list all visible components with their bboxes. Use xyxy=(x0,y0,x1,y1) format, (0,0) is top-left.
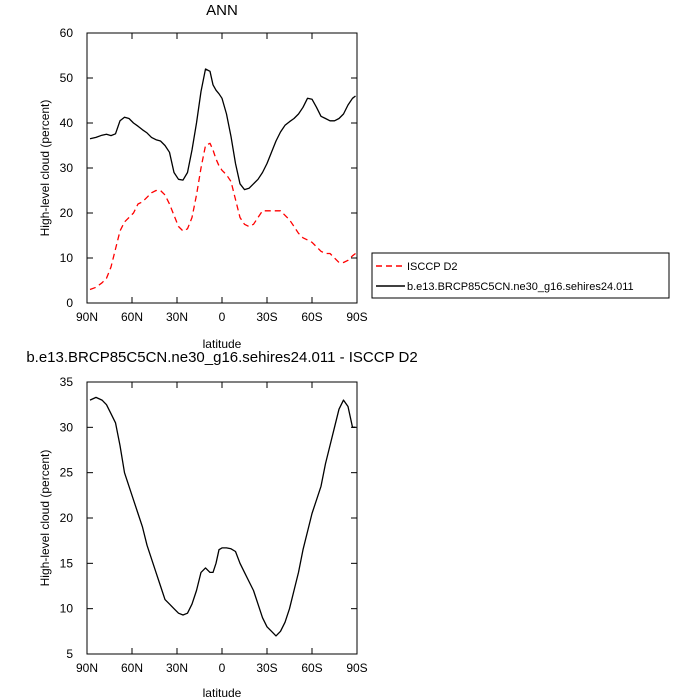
bottom-x-ticks: 90N 60N 30N 0 30S 60S 90S xyxy=(76,382,368,675)
top-y-tick-label: 30 xyxy=(60,161,74,175)
top-x-tick-label: 90N xyxy=(76,310,98,324)
bottom-y-tick-label: 20 xyxy=(60,511,74,525)
top-y-tick-label: 50 xyxy=(60,71,74,85)
legend-box xyxy=(371,252,670,299)
bottom-y-tick-label: 35 xyxy=(60,375,74,389)
top-line-chart: ANN High-level cloud (percent) latitude … xyxy=(38,2,368,351)
top-x-tick-label: 60N xyxy=(121,310,143,324)
bottom-y-tick-label: 30 xyxy=(60,420,74,434)
bottom-series xyxy=(89,396,356,637)
bottom-difference-chart: b.e13.BRCP85C5CN.ne30_g16.sehires24.011 … xyxy=(26,349,417,700)
top-plot-frame xyxy=(86,32,358,304)
top-y-ticks: 0 10 20 30 40 50 60 xyxy=(60,26,357,310)
bottom-x-tick-label: 90N xyxy=(76,661,98,675)
bottom-x-axis-label: latitude xyxy=(203,686,242,700)
bottom-series-line-0 xyxy=(89,396,356,637)
top-x-tick-label: 60S xyxy=(301,310,322,324)
legend-label-model: b.e13.BRCP85C5CN.ne30_g16.sehires24.011 xyxy=(407,281,634,293)
bottom-x-tick-label: 0 xyxy=(219,661,226,675)
top-y-tick-label: 40 xyxy=(60,116,74,130)
bottom-chart-title: b.e13.BRCP85C5CN.ne30_g16.sehires24.011 … xyxy=(26,349,417,366)
top-y-tick-label: 60 xyxy=(60,26,74,40)
top-x-tick-label: 0 xyxy=(219,310,226,324)
top-series-line-1 xyxy=(89,68,356,191)
bottom-y-tick-label: 10 xyxy=(60,602,74,616)
top-x-axis-label: latitude xyxy=(203,337,242,351)
bottom-y-ticks: 5 10 15 20 25 30 35 xyxy=(60,375,357,661)
top-x-tick-label: 90S xyxy=(346,310,367,324)
legend-label-isccp: ISCCP D2 xyxy=(407,261,458,273)
top-y-tick-label: 20 xyxy=(60,206,74,220)
bottom-x-tick-label: 30N xyxy=(166,661,188,675)
bottom-y-tick-label: 15 xyxy=(60,556,74,570)
top-x-tick-label: 30N xyxy=(166,310,188,324)
legend: ISCCP D2 b.e13.BRCP85C5CN.ne30_g16.sehir… xyxy=(371,252,670,299)
top-chart-title: ANN xyxy=(206,2,238,19)
top-x-ticks: 90N 60N 30N 0 30S 60S 90S xyxy=(76,33,368,324)
top-x-tick-label: 30S xyxy=(256,310,277,324)
top-y-tick-label: 0 xyxy=(66,296,73,310)
top-y-tick-label: 10 xyxy=(60,251,74,265)
bottom-plot-frame xyxy=(86,381,358,655)
top-series xyxy=(89,68,356,291)
bottom-y-tick-label: 5 xyxy=(66,647,73,661)
bottom-x-tick-label: 60N xyxy=(121,661,143,675)
bottom-y-axis-label: High-level cloud (percent) xyxy=(38,450,52,587)
bottom-x-tick-label: 90S xyxy=(346,661,367,675)
bottom-x-tick-label: 30S xyxy=(256,661,277,675)
bottom-y-tick-label: 25 xyxy=(60,466,74,480)
top-y-axis-label: High-level cloud (percent) xyxy=(38,100,52,237)
top-series-line-0 xyxy=(89,142,356,291)
bottom-x-tick-label: 60S xyxy=(301,661,322,675)
